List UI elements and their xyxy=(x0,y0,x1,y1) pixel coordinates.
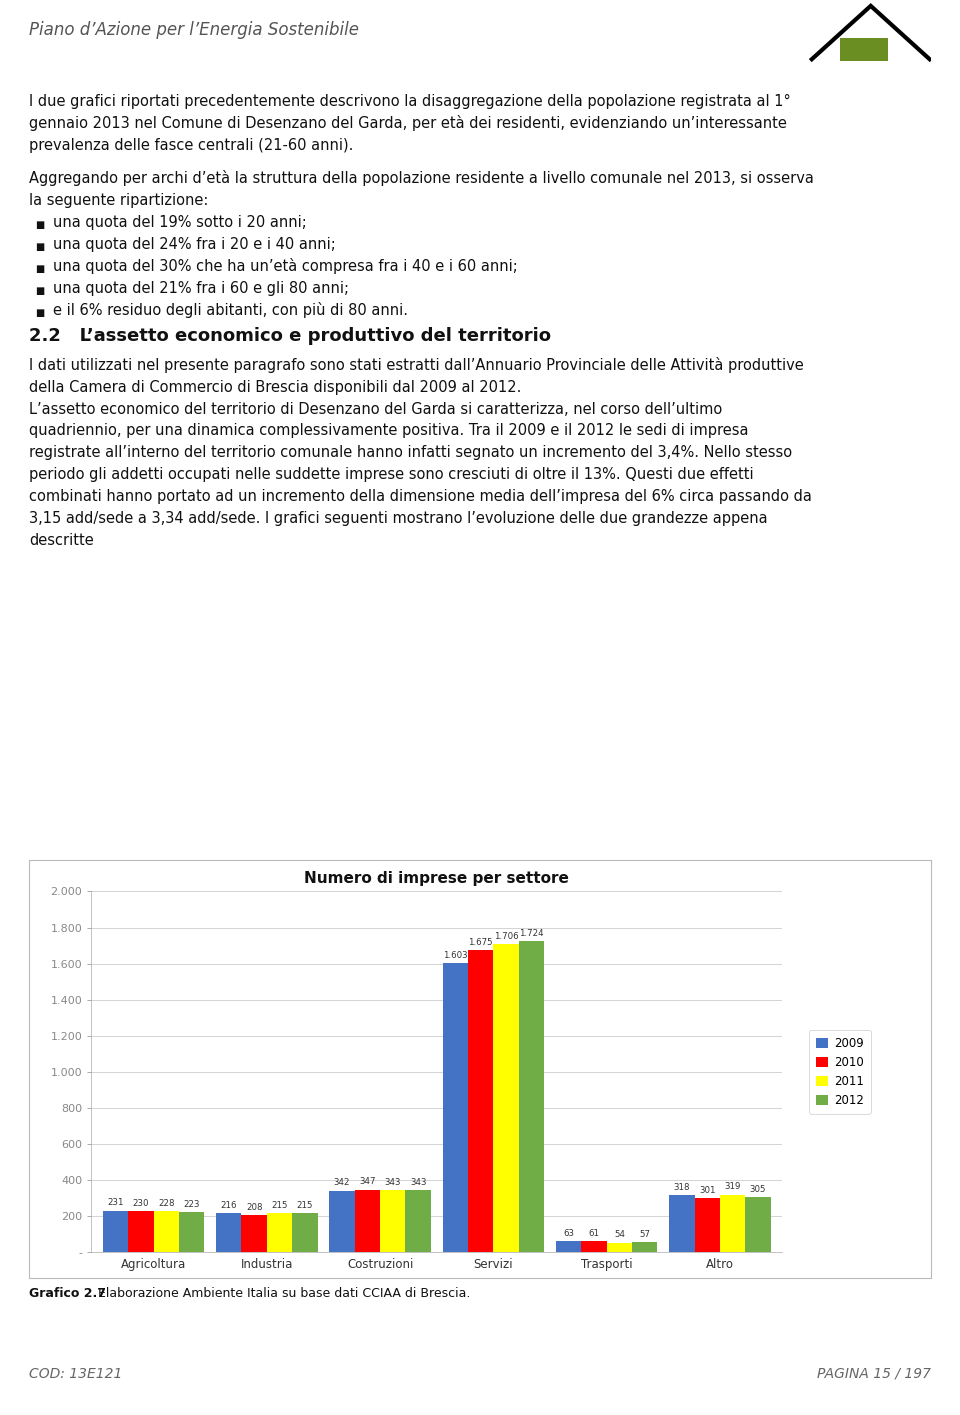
Bar xyxy=(556,1241,582,1252)
Bar xyxy=(518,941,544,1252)
Bar xyxy=(840,38,888,61)
Text: ■: ■ xyxy=(36,307,45,317)
Text: 3,15 add/sede a 3,34 add/sede. I grafici seguenti mostrano l’evoluzione delle du: 3,15 add/sede a 3,34 add/sede. I grafici… xyxy=(29,511,767,526)
Bar xyxy=(720,1194,745,1252)
Text: 223: 223 xyxy=(183,1200,200,1208)
Text: L’assetto economico del territorio di Desenzano del Garda si caratterizza, nel c: L’assetto economico del territorio di De… xyxy=(29,402,722,416)
Text: 215: 215 xyxy=(272,1201,288,1210)
Text: 231: 231 xyxy=(108,1199,124,1207)
Text: 228: 228 xyxy=(158,1199,175,1208)
Text: ■: ■ xyxy=(36,286,45,296)
Text: 1.706: 1.706 xyxy=(493,932,518,941)
Text: 230: 230 xyxy=(132,1199,149,1207)
Bar xyxy=(695,1199,720,1252)
Text: descritte: descritte xyxy=(29,533,93,548)
Text: registrate all’interno del territorio comunale hanno infatti segnato un incremen: registrate all’interno del territorio co… xyxy=(29,446,792,460)
Bar xyxy=(607,1242,632,1252)
Text: della Camera di Commercio di Brescia disponibili dal 2009 al 2012.: della Camera di Commercio di Brescia dis… xyxy=(29,379,521,395)
Text: PAGINA 15 / 197: PAGINA 15 / 197 xyxy=(817,1367,931,1381)
Bar xyxy=(154,1211,179,1252)
Text: 319: 319 xyxy=(725,1183,741,1191)
Bar xyxy=(380,1190,405,1252)
Bar xyxy=(179,1213,204,1252)
Bar xyxy=(129,1211,154,1252)
Bar xyxy=(329,1190,355,1252)
Text: 63: 63 xyxy=(564,1228,574,1238)
Bar xyxy=(493,944,518,1252)
Text: ■: ■ xyxy=(36,242,45,252)
Text: 2.2   L’assetto economico e produttivo del territorio: 2.2 L’assetto economico e produttivo del… xyxy=(29,327,551,345)
Text: ■: ■ xyxy=(36,219,45,229)
Bar xyxy=(292,1214,318,1252)
Bar xyxy=(103,1211,129,1252)
Text: 216: 216 xyxy=(221,1201,237,1210)
Text: ■: ■ xyxy=(36,263,45,273)
Text: combinati hanno portato ad un incremento della dimensione media dell’impresa del: combinati hanno portato ad un incremento… xyxy=(29,490,811,504)
Text: 343: 343 xyxy=(385,1179,401,1187)
Text: 1.724: 1.724 xyxy=(519,930,543,938)
Text: 215: 215 xyxy=(297,1201,313,1210)
Bar xyxy=(669,1194,695,1252)
Text: e il 6% residuo degli abitanti, con più di 80 anni.: e il 6% residuo degli abitanti, con più … xyxy=(53,301,408,317)
Text: 54: 54 xyxy=(614,1230,625,1240)
Text: 208: 208 xyxy=(246,1203,262,1211)
Bar xyxy=(468,949,493,1252)
Text: 343: 343 xyxy=(410,1179,426,1187)
Text: una quota del 30% che ha un’età compresa fra i 40 e i 60 anni;: una quota del 30% che ha un’età compresa… xyxy=(53,258,517,273)
Text: Grafico 2.7: Grafico 2.7 xyxy=(29,1286,106,1300)
Text: Aggregando per archi d’età la struttura della popolazione residente a livello co: Aggregando per archi d’età la struttura … xyxy=(29,170,814,187)
Bar xyxy=(242,1214,267,1252)
Title: Numero di imprese per settore: Numero di imprese per settore xyxy=(304,872,569,886)
Text: COD: 13E121: COD: 13E121 xyxy=(29,1367,122,1381)
Text: 342: 342 xyxy=(334,1179,350,1187)
Text: 1.675: 1.675 xyxy=(468,938,493,947)
Text: 301: 301 xyxy=(699,1186,715,1194)
Text: periodo gli addetti occupati nelle suddette imprese sono cresciuti di oltre il 1: periodo gli addetti occupati nelle sudde… xyxy=(29,467,754,483)
Text: Piano d’Azione per l’Energia Sostenibile: Piano d’Azione per l’Energia Sostenibile xyxy=(29,21,359,38)
Bar xyxy=(632,1242,658,1252)
Bar xyxy=(443,964,468,1252)
Text: una quota del 24% fra i 20 e i 40 anni;: una quota del 24% fra i 20 e i 40 anni; xyxy=(53,236,336,252)
Text: Elaborazione Ambiente Italia su base dati CCIAA di Brescia.: Elaborazione Ambiente Italia su base dat… xyxy=(94,1286,470,1300)
Text: I dati utilizzati nel presente paragrafo sono stati estratti dall’Annuario Provi: I dati utilizzati nel presente paragrafo… xyxy=(29,357,804,372)
Bar xyxy=(948,6,960,61)
Text: 1.603: 1.603 xyxy=(444,951,468,959)
Text: prevalenza delle fasce centrali (21-60 anni).: prevalenza delle fasce centrali (21-60 a… xyxy=(29,137,353,153)
Bar xyxy=(405,1190,431,1252)
Text: gennaio 2013 nel Comune di Desenzano del Garda, per età dei residenti, evidenzia: gennaio 2013 nel Comune di Desenzano del… xyxy=(29,115,786,132)
Bar xyxy=(582,1241,607,1252)
Bar xyxy=(745,1197,771,1252)
Text: la seguente ripartizione:: la seguente ripartizione: xyxy=(29,192,208,208)
Bar xyxy=(267,1214,292,1252)
Text: 347: 347 xyxy=(359,1177,375,1186)
Text: 305: 305 xyxy=(750,1184,766,1194)
Text: una quota del 19% sotto i 20 anni;: una quota del 19% sotto i 20 anni; xyxy=(53,215,306,229)
Bar xyxy=(216,1213,242,1252)
Text: una quota del 21% fra i 60 e gli 80 anni;: una quota del 21% fra i 60 e gli 80 anni… xyxy=(53,280,348,296)
Text: quadriennio, per una dinamica complessivamente positiva. Tra il 2009 e il 2012 l: quadriennio, per una dinamica complessiv… xyxy=(29,423,748,439)
Text: 61: 61 xyxy=(588,1230,600,1238)
Legend: 2009, 2010, 2011, 2012: 2009, 2010, 2011, 2012 xyxy=(809,1030,871,1114)
Text: 318: 318 xyxy=(674,1183,690,1191)
Bar xyxy=(355,1190,380,1252)
Text: I due grafici riportati precedentemente descrivono la disaggregazione della popo: I due grafici riportati precedentemente … xyxy=(29,93,790,109)
Text: 57: 57 xyxy=(639,1230,650,1238)
